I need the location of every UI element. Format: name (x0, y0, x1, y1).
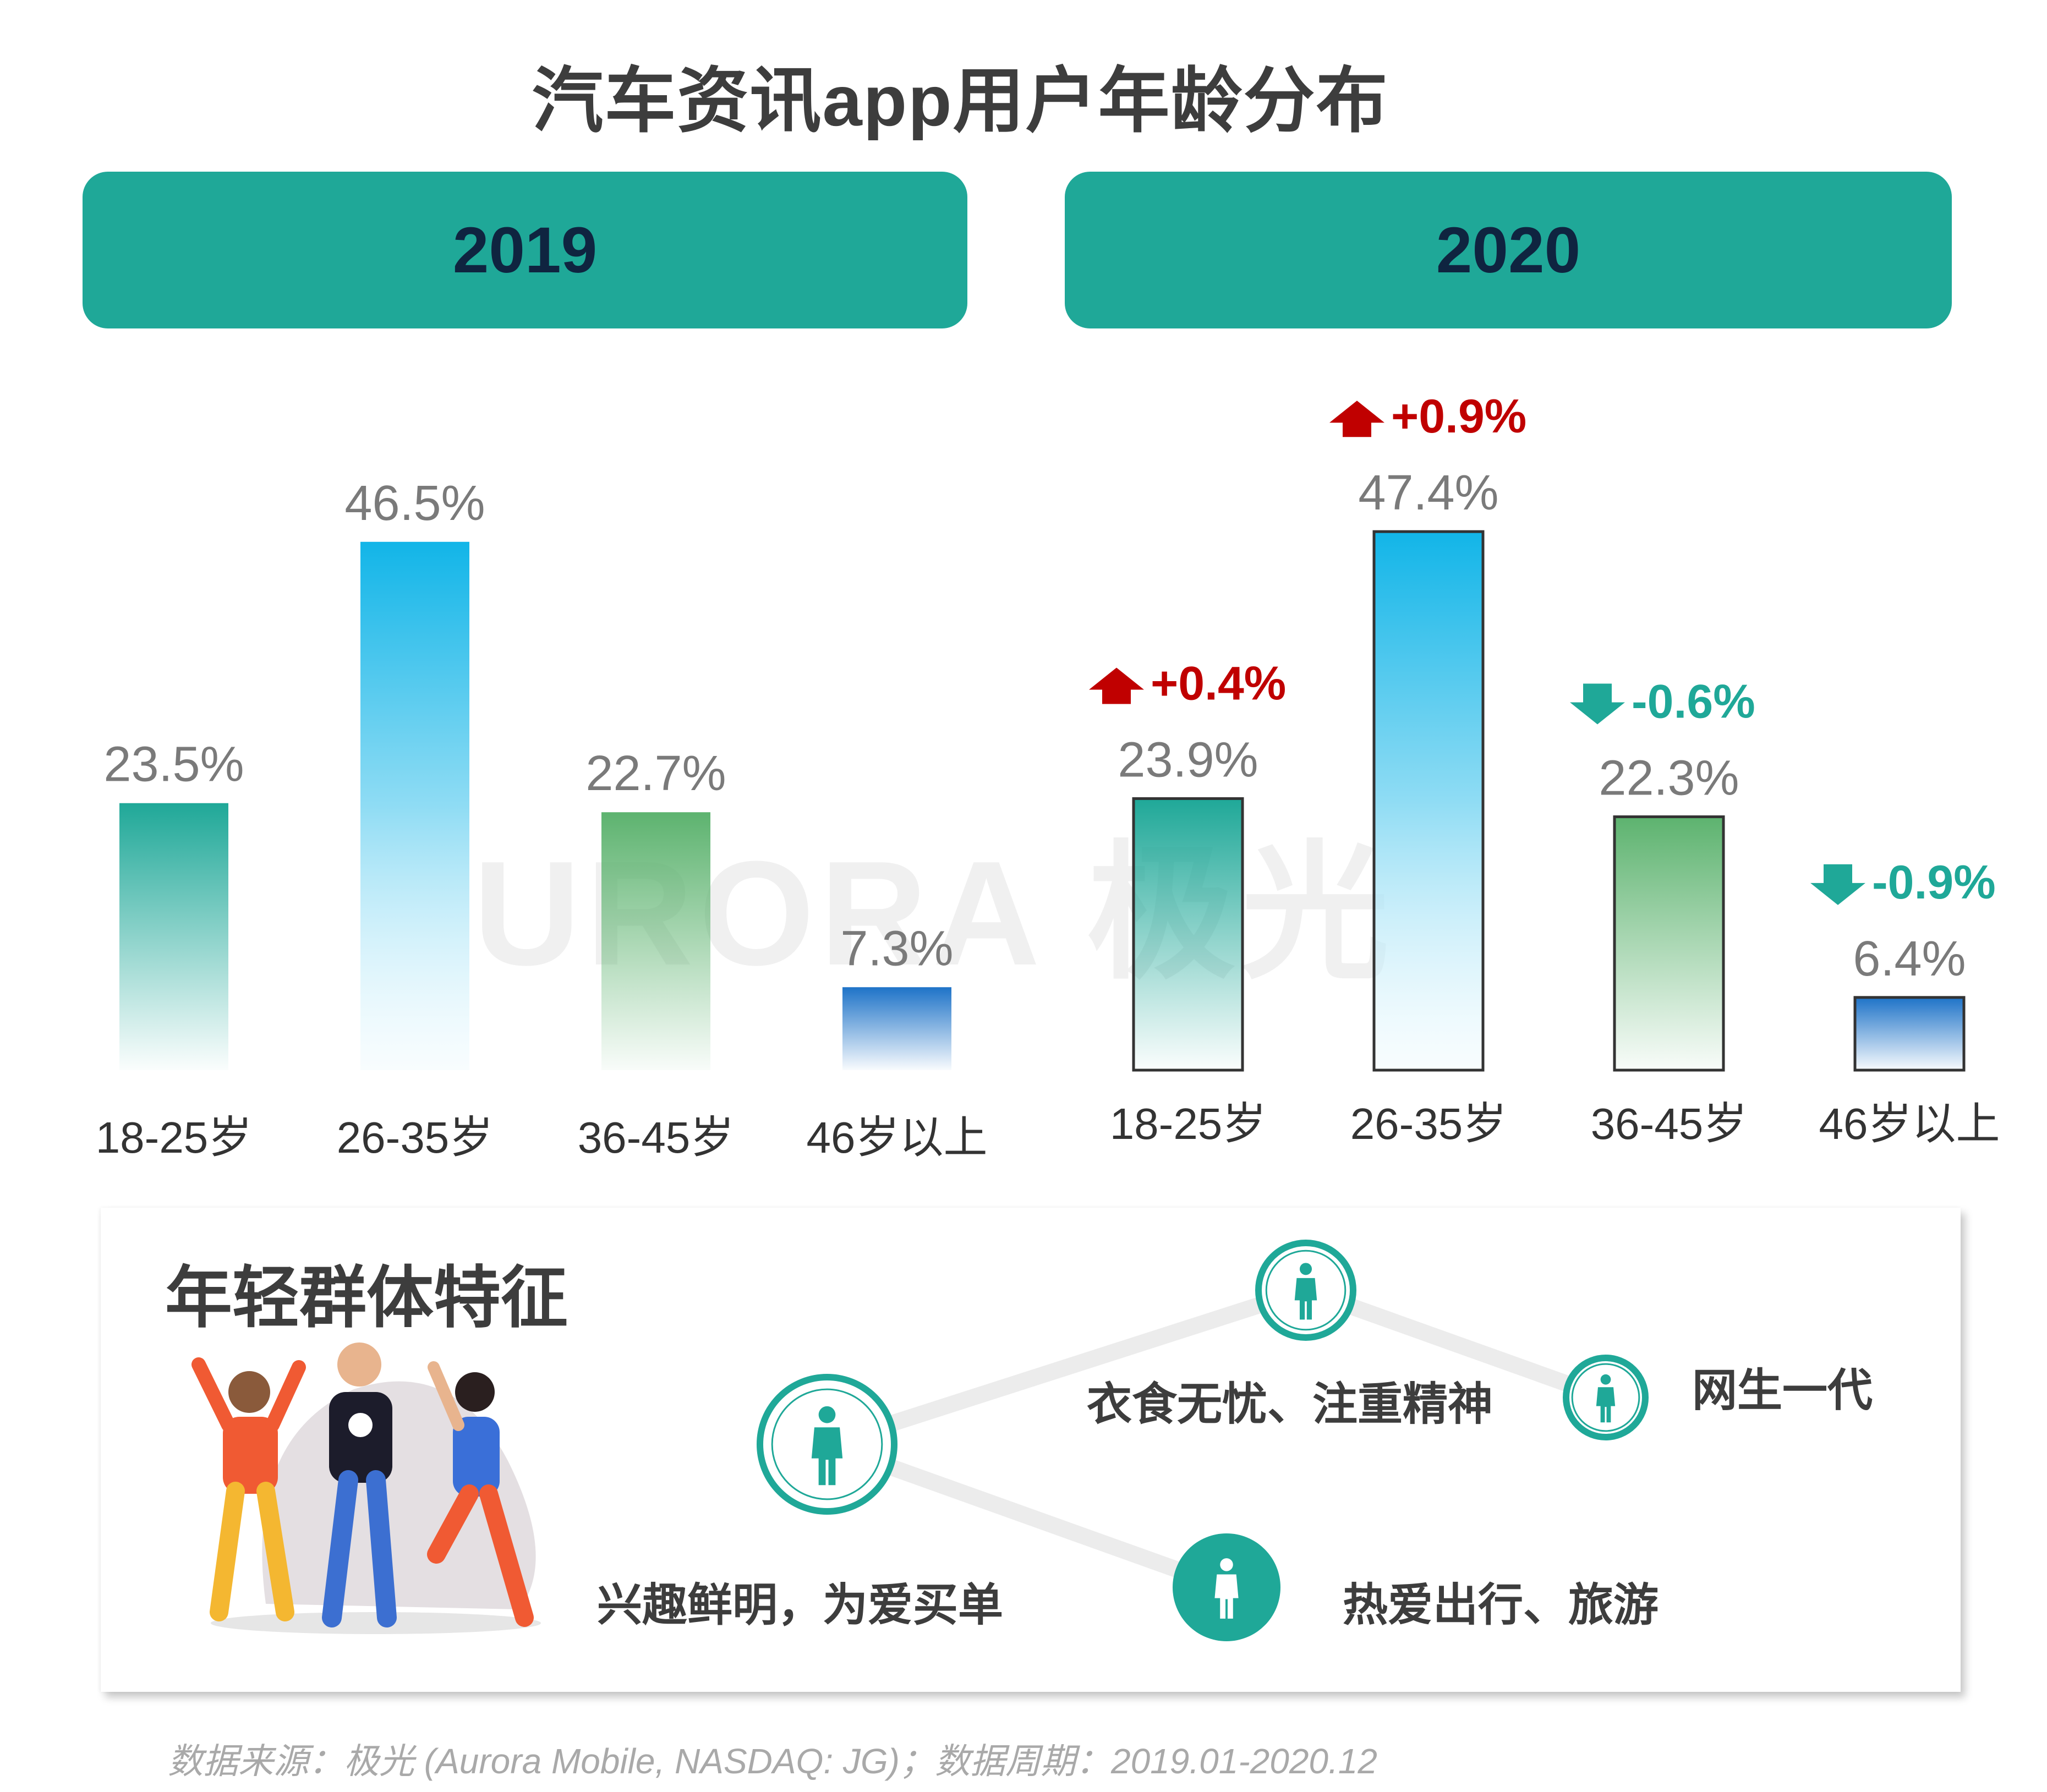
person-icon-3 (1563, 1355, 1649, 1440)
value-label-2020-2: 47.4% (1358, 465, 1498, 520)
change-label-2020-1: +0.4% (1151, 657, 1286, 710)
dancing-people-illustration (191, 1342, 541, 1634)
trait-label-internet-generation: 网生一代 (1692, 1366, 1873, 1416)
value-label-2020-4: 6.4% (1853, 931, 1966, 987)
bar-2020-4 (1853, 996, 1966, 1072)
category-label-2019-1: 18-25岁 (96, 1113, 253, 1162)
traits-panel-title: 年轻群体特征 (165, 1261, 568, 1335)
data-source-footer: 数据来源：极光 (Aurora Mobile, NASDAQ: JG)；数据周期… (168, 1741, 1377, 1781)
person-icon-4 (1173, 1533, 1280, 1641)
category-label-2019-3: 36-45岁 (578, 1113, 735, 1162)
value-label-2020-1: 23.9% (1118, 732, 1258, 787)
arrow-up-icon-2020-1 (1089, 667, 1144, 704)
page-title: 汽车资讯app用户年龄分布 (532, 61, 1389, 141)
category-label-2019-4: 46岁以上 (807, 1113, 988, 1162)
category-label-2020-1: 18-25岁 (1110, 1099, 1267, 1148)
value-label-2019-3: 22.7% (585, 746, 726, 801)
change-label-2020-2: +0.9% (1391, 390, 1526, 443)
category-label-2020-4: 46岁以上 (1819, 1099, 2000, 1148)
bar-2020-1 (1132, 797, 1244, 1072)
bar-2019-3 (601, 812, 710, 1070)
value-label-2019-4: 7.3% (840, 921, 953, 976)
value-label-2019-2: 46.5% (344, 476, 485, 531)
arrow-down-icon-2020-4 (1810, 864, 1865, 905)
trait-label-spiritual: 衣食无忧、注重精神 (1087, 1379, 1493, 1429)
traits-diagram (191, 1282, 1609, 1634)
category-label-2020-3: 36-45岁 (1591, 1099, 1748, 1148)
person-icon-1 (757, 1374, 897, 1515)
trait-label-interest: 兴趣鲜明，为爱买单 (597, 1580, 1004, 1630)
arrow-up-icon-2020-2 (1329, 401, 1384, 437)
bar-chart: 23.5% 18-25岁 46.5% 26-35岁 22.7% 36-45岁 7.3% 46岁… (96, 390, 2000, 1162)
bar-2019-2 (360, 541, 469, 1070)
bar-2020-2 (1372, 530, 1485, 1072)
category-label-2019-2: 26-35岁 (337, 1113, 494, 1162)
person-icon-2 (1255, 1240, 1356, 1341)
trait-label-travel: 热爱出行、旅游 (1343, 1580, 1659, 1630)
bar-2020-3 (1613, 815, 1725, 1072)
category-label-2020-2: 26-35岁 (1350, 1099, 1507, 1148)
year-header-2020: 2020 (1065, 172, 1952, 328)
value-label-2019-1: 23.5% (103, 737, 244, 792)
connector-lines (824, 1282, 1609, 1596)
change-label-2020-3: -0.6% (1632, 676, 1755, 728)
bar-2019-1 (119, 803, 228, 1070)
year-header-2019: 2019 (83, 172, 967, 328)
value-label-2020-3: 22.3% (1599, 751, 1739, 806)
bar-2019-4 (842, 987, 951, 1070)
arrow-down-icon-2020-3 (1570, 683, 1625, 725)
change-label-2020-4: -0.9% (1872, 856, 1996, 909)
